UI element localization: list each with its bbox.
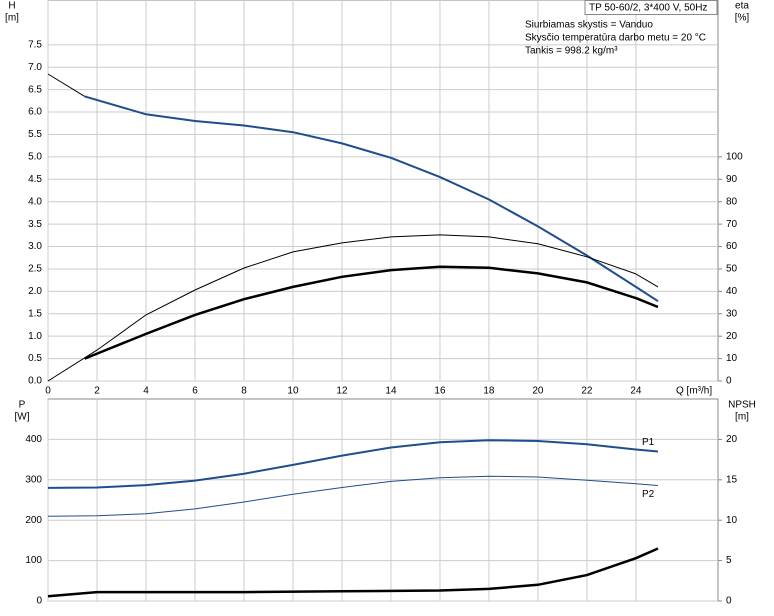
- y-tick-label: 3.5: [28, 219, 42, 230]
- y-tick-label: 400: [25, 434, 42, 445]
- x-tick-label: 18: [483, 386, 495, 397]
- y-tick-label: 6.0: [28, 107, 42, 118]
- y-tick-label: 1.0: [28, 331, 42, 342]
- curve: [47, 439, 659, 489]
- x-tick-label: 10: [287, 386, 299, 397]
- y-tick-label: 2.0: [28, 286, 42, 297]
- x-tick-label: 0: [45, 386, 51, 397]
- x-tick-label: 24: [630, 386, 642, 397]
- curve: [47, 475, 659, 517]
- y2-tick-label: 40: [726, 286, 738, 297]
- y2-axis-unit: [m]: [735, 412, 749, 423]
- x-tick-label: 6: [192, 386, 198, 397]
- y2-tick-label: 10: [726, 353, 738, 364]
- y-tick-label: 100: [25, 555, 42, 566]
- x-tick-label: 14: [385, 386, 397, 397]
- y-tick-label: 3.0: [28, 241, 42, 252]
- y2-tick-label: 5: [726, 555, 732, 566]
- y2-tick-label: 20: [726, 331, 738, 342]
- x-tick-label: 4: [143, 386, 149, 397]
- y2-tick-label: 15: [726, 474, 738, 485]
- y-tick-label: 0.0: [28, 376, 42, 387]
- curve: [47, 234, 659, 382]
- y2-tick-label: 30: [726, 308, 738, 319]
- y2-tick-label: 20: [726, 434, 738, 445]
- info-box: [584, 0, 718, 15]
- y2-tick-label: 90: [726, 174, 738, 185]
- y-tick-label: 1.5: [28, 308, 42, 319]
- y-tick-label: 2.5: [28, 264, 42, 275]
- y2-tick-label: 100: [726, 152, 743, 163]
- y-tick-label: 0: [36, 596, 42, 607]
- y2-axis-unit: [%]: [735, 13, 750, 24]
- y-tick-label: 4.5: [28, 174, 42, 185]
- curve: [84, 265, 659, 360]
- curve: [84, 95, 659, 303]
- series-label: P1: [642, 437, 655, 448]
- y2-axis-label: NPSH: [728, 400, 756, 411]
- y2-tick-label: 60: [726, 241, 738, 252]
- info-title: TP 50-60/2, 3*400 V, 50Hz: [589, 3, 707, 14]
- y-axis-unit: [W]: [15, 412, 30, 423]
- y-tick-label: 7.5: [28, 39, 42, 50]
- y2-tick-label: 80: [726, 196, 738, 207]
- y-tick-label: 300: [25, 474, 42, 485]
- plot-area: [47, 0, 719, 382]
- y-tick-label: 5.5: [28, 129, 42, 140]
- curve: [47, 547, 659, 598]
- info-note: Siurbiamas skystis = Vanduo: [525, 20, 653, 31]
- x-tick-label: 12: [336, 386, 348, 397]
- y-axis-label: P: [19, 400, 26, 411]
- y-tick-label: 7.0: [28, 62, 42, 73]
- y-tick-label: 0.5: [28, 353, 42, 364]
- y-tick-label: 4.0: [28, 196, 42, 207]
- y2-tick-label: 50: [726, 264, 738, 275]
- y2-tick-label: 0: [726, 596, 732, 607]
- x-tick-label: 2: [94, 386, 100, 397]
- curve: [47, 73, 85, 97]
- x-tick-label: 16: [434, 386, 446, 397]
- y2-tick-label: 10: [726, 515, 738, 526]
- y2-tick-label: 70: [726, 219, 738, 230]
- y-tick-label: 200: [25, 515, 42, 526]
- info-note: Skysčio temperatūra darbo metu = 20 °C: [525, 33, 706, 44]
- x-tick-label: 20: [532, 386, 544, 397]
- y-axis-unit: [m]: [5, 13, 19, 24]
- y-axis-label: H: [8, 1, 15, 12]
- series-label: P2: [642, 489, 655, 500]
- info-note: Tankis = 998.2 kg/m³: [525, 46, 618, 57]
- plot-area: [47, 398, 719, 602]
- x-tick-label: 22: [581, 386, 593, 397]
- x-axis-label: Q [m³/h]: [676, 386, 712, 397]
- y-tick-label: 6.5: [28, 84, 42, 95]
- y2-tick-label: 0: [726, 376, 732, 387]
- x-tick-label: 8: [241, 386, 247, 397]
- y-tick-label: 5.0: [28, 152, 42, 163]
- y2-axis-label: eta: [735, 1, 749, 12]
